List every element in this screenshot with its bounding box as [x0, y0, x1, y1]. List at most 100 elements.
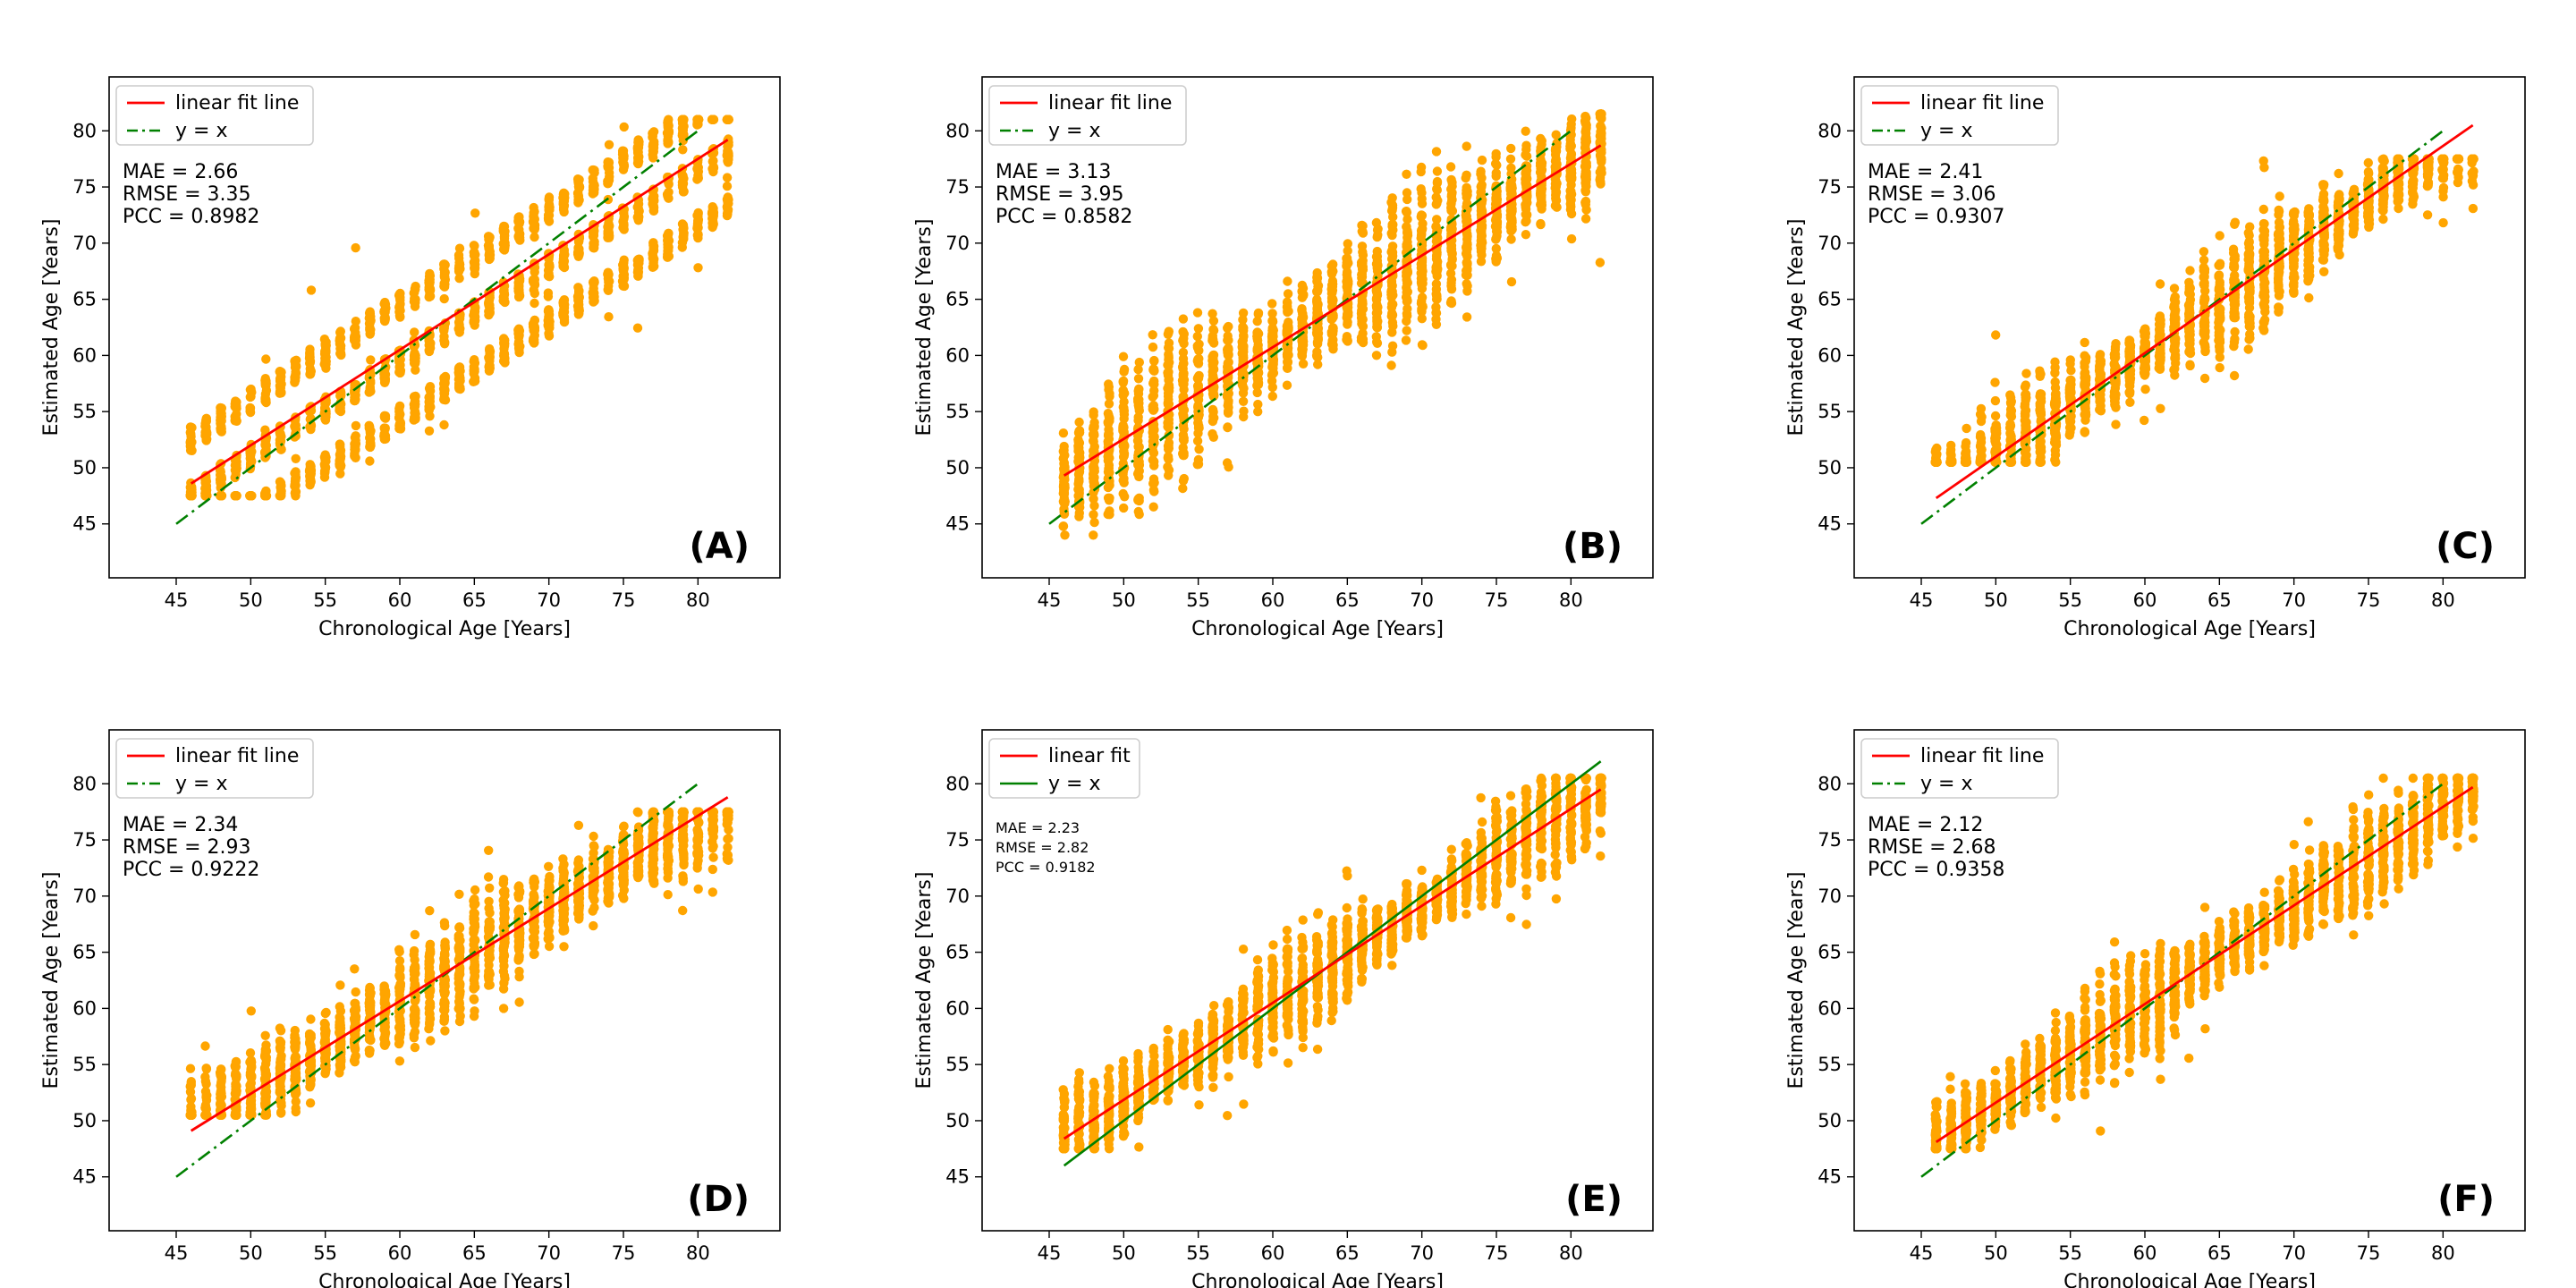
scatter-point [1193, 454, 1204, 465]
scatter-point [1432, 184, 1442, 194]
metric-rmse: RMSE = 3.35 [123, 183, 251, 206]
scatter-point [1239, 330, 1249, 341]
scatter-point [662, 252, 673, 262]
scatter-point [1208, 309, 1217, 318]
scatter-point [648, 206, 658, 216]
scatter-point [1059, 477, 1069, 487]
scatter-point [1253, 399, 1263, 410]
scatter-point [409, 297, 419, 307]
scatter-point [1224, 462, 1233, 472]
scatter-point [319, 402, 330, 413]
scatter-point [693, 174, 703, 183]
scatter-point [1282, 363, 1292, 373]
y-tick-label: 70 [72, 233, 97, 254]
scatter-point [692, 222, 703, 232]
scatter-point [1133, 389, 1144, 399]
scatter-point [2035, 441, 2045, 451]
metric-mae: MAE = 2.66 [123, 161, 238, 183]
scatter-point [424, 345, 434, 355]
scatter-point [604, 312, 614, 322]
scatter-point [306, 465, 317, 475]
scatter-point [1192, 308, 1203, 318]
scatter-point [439, 324, 449, 334]
scatter-point [1328, 310, 1338, 320]
y-tick-label: 45 [72, 513, 97, 535]
scatter-point [484, 243, 495, 254]
scatter-point [216, 409, 226, 419]
scatter-point [1535, 161, 1546, 171]
scatter-point [1387, 311, 1397, 321]
scatter-point [411, 391, 420, 402]
scatter-point [2125, 340, 2135, 350]
scatter-point [1461, 242, 1471, 252]
scatter-point [1223, 331, 1233, 341]
scatter-point [648, 132, 657, 142]
panel-c: 45 50 55 60 65 70 75 804550556065707580Chronolo… [1785, 76, 2526, 640]
scatter-point [1343, 239, 1353, 249]
scatter-point [335, 336, 345, 347]
scatter-point [708, 114, 718, 124]
scatter-point [2035, 371, 2045, 381]
scatter-point [543, 292, 554, 301]
scatter-point [409, 288, 419, 298]
scatter-points [1058, 109, 1606, 540]
scatter-point [335, 327, 345, 337]
scatter-point [1119, 446, 1129, 457]
scatter-point [2096, 406, 2106, 416]
scatter-point [1133, 374, 1144, 384]
y-tick-label: 55 [945, 401, 970, 422]
scatter-point [2021, 380, 2030, 390]
scatter-point [320, 462, 330, 471]
scatter-point [1371, 351, 1382, 360]
scatter-point [1119, 405, 1130, 416]
scatter-point [1990, 411, 2001, 421]
scatter-point [1343, 319, 1352, 329]
scatter-point [1192, 331, 1203, 342]
scatter-point [1506, 163, 1516, 173]
scatter-point [409, 342, 419, 352]
scatter-point [1298, 339, 1308, 350]
scatter-point [574, 306, 584, 316]
scatter-point [530, 298, 539, 309]
scatter-point [1103, 430, 1114, 441]
scatter-point [306, 366, 316, 377]
scatter-point [1148, 364, 1158, 375]
scatter-point [1089, 530, 1098, 540]
scatter-point [1401, 207, 1411, 216]
scatter-point [231, 396, 241, 406]
scatter-point [1208, 331, 1218, 341]
scatter-point [1521, 211, 1532, 221]
scatter-point [1536, 218, 1546, 229]
scatter-point [1416, 233, 1426, 243]
scatter-point [1595, 112, 1606, 123]
scatter-point [1388, 225, 1398, 235]
scatter-point [513, 233, 524, 243]
scatter-point [245, 392, 255, 402]
scatter-point [1238, 315, 1248, 325]
scatter-point [275, 438, 285, 448]
panel-b: 45 50 55 60 65 70 75 804550556065707580Chronolo… [913, 76, 1654, 640]
scatter-point [1565, 174, 1575, 184]
scatter-point [1267, 299, 1277, 309]
scatter-point [648, 245, 659, 255]
scatter-point [1976, 429, 1986, 440]
scatter-point [1208, 352, 1217, 362]
scatter-point [1089, 407, 1098, 417]
scatter-point [648, 141, 657, 151]
scatter-point [1104, 399, 1114, 409]
scatter-point [1223, 344, 1233, 355]
scatter-point [530, 232, 539, 242]
scatter-point [1343, 246, 1352, 256]
scatter-point [1164, 350, 1174, 360]
scatter-point [216, 467, 225, 477]
scatter-point [291, 453, 301, 463]
scatter-point [484, 307, 494, 317]
scatter-point [291, 369, 301, 379]
scatter-point [2021, 405, 2031, 416]
scatter-point [1537, 204, 1546, 214]
scatter-point [1462, 279, 1471, 289]
scatter-point [1476, 187, 1486, 198]
scatter-point [1462, 190, 1472, 200]
scatter-point [693, 263, 703, 273]
scatter-point [261, 397, 271, 408]
